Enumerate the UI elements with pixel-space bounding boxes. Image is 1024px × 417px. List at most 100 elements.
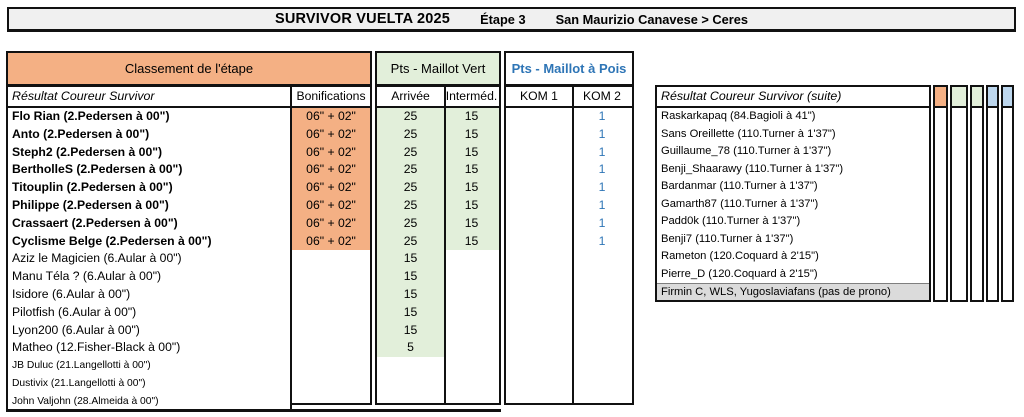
- rider-name-cell: Bardanmar (110.Turner à 1'37"): [661, 180, 818, 193]
- rider-name-cell: Crassaert (2.Pedersen à 00"): [12, 215, 178, 230]
- rider-name-cell: Philippe (2.Pedersen à 00"): [12, 197, 169, 212]
- kom2-cell: [572, 250, 632, 268]
- kom-row: 1: [506, 126, 632, 144]
- rider-name-cell: Benji7 (110.Turner à 1'37"): [661, 232, 794, 245]
- kom-row: [506, 339, 632, 357]
- column-header-bonifications: Bonifications: [292, 87, 370, 108]
- kom1-cell: [506, 286, 572, 304]
- intermediaire-points-cell: [444, 304, 499, 322]
- intermediaire-points-cell: 15: [444, 125, 499, 144]
- mini-column-header: [988, 87, 997, 108]
- intermediaire-points-cell: 15: [444, 161, 499, 180]
- kom-row: [506, 250, 632, 268]
- bonification-cell: 06" + 02": [292, 214, 370, 233]
- kom-row: [506, 268, 632, 286]
- arrivee-points-cell: 15: [377, 303, 444, 322]
- points-row: 15: [377, 303, 499, 322]
- bonification-cell: [292, 268, 370, 286]
- arrivee-points-cell: 25: [377, 161, 444, 180]
- rider-name-cell: Pilotfish (6.Aular à 00"): [12, 304, 137, 319]
- kom-row: [506, 393, 632, 403]
- rider-name-cell: Raskarkapaq (84.Bagioli à 41"): [661, 110, 816, 122]
- mini-column-header: [952, 87, 966, 108]
- bonification-cell: [292, 250, 370, 268]
- mini-column-header: [1003, 87, 1012, 108]
- rider-name-cell: Rameton (120.Coquard à 2'15"): [661, 250, 819, 263]
- kom2-cell: 1: [598, 197, 606, 212]
- kom2-cell: 1: [598, 109, 606, 123]
- intermediaire-points-cell: 15: [444, 143, 499, 162]
- intermediaire-points-cell: 15: [444, 179, 499, 197]
- bonification-cell: [292, 322, 370, 340]
- rider-name-cell: Lyon200 (6.Aular à 00"): [12, 322, 140, 337]
- rider-name-cell: Benji_Shaarawy (110.Turner à 1'37"): [661, 162, 844, 175]
- points-row: [377, 357, 499, 375]
- points-row: 25 15: [377, 214, 499, 233]
- kom1-cell: [506, 144, 572, 162]
- maillot-vert-columns: Arrivée Interméd. 25 15 25 15 25 15 25 15 25 15 25…: [375, 85, 501, 405]
- bonification-cell: 06" + 02": [292, 125, 370, 144]
- rider-name-cell: Aziz le Magicien (6.Aular à 00"): [12, 251, 182, 266]
- kom-row: [506, 322, 632, 340]
- mini-column-header: [935, 87, 946, 108]
- column-header-arrivee: Arrivée: [391, 89, 430, 103]
- kom-row: 1: [506, 161, 632, 179]
- intermediaire-points-cell: 15: [444, 232, 499, 251]
- maillot-pois-subheaders: KOM 1 KOM 2: [506, 87, 632, 108]
- kom1-cell: [506, 375, 572, 393]
- arrivee-points-cell: 25: [377, 179, 444, 197]
- bonification-cell: [292, 357, 370, 375]
- points-row: 25 15: [377, 179, 499, 197]
- intermediaire-points-cell: [444, 286, 499, 304]
- kom-row: 1: [506, 233, 632, 251]
- kom1-cell: [506, 179, 572, 197]
- kom-cells: 1 1 1 1 1 1 1 1: [506, 108, 632, 403]
- column-divider: [572, 87, 574, 403]
- kom2-cell: 1: [598, 215, 606, 230]
- rider-name-cell: Dustivix (21.Langellotti à 00"): [12, 377, 146, 389]
- arrivee-points-cell: 25: [377, 232, 444, 251]
- points-row: 15: [377, 268, 499, 286]
- rider-rows: Flo Rian (2.Pedersen à 00") Anto (2.Peder…: [8, 108, 290, 410]
- points-row: 15: [377, 321, 499, 340]
- bonification-cell: 06" + 02": [292, 143, 370, 162]
- column-header-kom1: KOM 1: [520, 89, 558, 103]
- points-row: 25 15: [377, 108, 499, 126]
- kom2-cell: [572, 375, 632, 393]
- maillot-vert-subheaders: Arrivée Interméd.: [377, 87, 499, 108]
- rider-name-cell: Matheo (12.Fisher-Black à 00"): [12, 340, 181, 355]
- points-row: 15: [377, 250, 499, 269]
- table-bottom-border: [6, 409, 501, 412]
- rider-name-cell: Firmin C, WLS, Yugoslaviafans (pas de pr…: [657, 283, 929, 300]
- group-header-classement: Classement de l'étape: [6, 51, 372, 86]
- kom2-cell: [572, 322, 632, 340]
- rider-name-cell: Steph2 (2.Pedersen à 00"): [12, 144, 163, 159]
- rider-name-cell: Isidore (6.Aular à 00"): [12, 286, 131, 301]
- points-row: 15: [377, 285, 499, 304]
- bonification-cell: 06" + 02": [292, 108, 370, 126]
- points-row: 25 15: [377, 232, 499, 251]
- kom-row: 1: [506, 108, 632, 126]
- mini-column-header: [972, 87, 982, 108]
- intermediaire-points-cell: [444, 393, 499, 403]
- arrivee-points-cell: 25: [377, 125, 444, 144]
- bonifications-cells: 06" + 02" 06" + 02" 06" + 02" 06" + 02" 06" …: [292, 108, 370, 403]
- arrivee-points-cell: 25: [377, 108, 444, 126]
- bonification-cell: 06" + 02": [292, 196, 370, 215]
- page-title: SURVIVOR VUELTA 2025: [274, 11, 451, 27]
- kom1-cell: [506, 393, 572, 403]
- stage-results-name-column: Résultat Coureur Survivor Flo Rian (2.Pe…: [6, 85, 292, 412]
- kom-row: [506, 304, 632, 322]
- title-banner: SURVIVOR VUELTA 2025 Étape 3 San Maurizi…: [7, 7, 1016, 32]
- arrivee-points-cell: 15: [377, 285, 444, 304]
- intermediaire-points-cell: [444, 357, 499, 375]
- kom2-cell: 1: [598, 126, 606, 141]
- kom2-cell: 1: [598, 144, 606, 159]
- kom2-cell: [572, 339, 632, 357]
- kom1-cell: [506, 197, 572, 215]
- kom-row: 1: [506, 144, 632, 162]
- rider-name-cell: Manu Téla ? (6.Aular à 00"): [12, 269, 162, 284]
- rider-name-cell: Anto (2.Pedersen à 00"): [12, 126, 150, 141]
- bonification-cell: [292, 339, 370, 357]
